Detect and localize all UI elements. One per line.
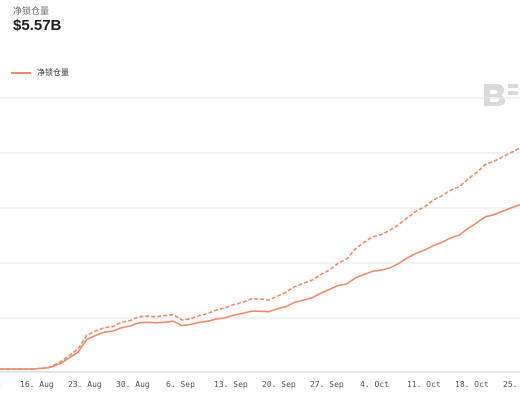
x-tick-label: 16. Aug bbox=[20, 380, 54, 389]
metric-label: 净锁仓量 bbox=[13, 6, 50, 16]
legend-swatch bbox=[11, 71, 31, 74]
x-axis-ticks: g 16. Aug 23. Aug 30. Aug 6. Sep 13. Sep 20. S… bbox=[0, 380, 517, 389]
series-line-solid[interactable] bbox=[0, 203, 520, 370]
x-tick-label: 11. Oct bbox=[407, 380, 441, 389]
x-tick-label: 23. Aug bbox=[68, 380, 102, 389]
x-tick-label: 25. bbox=[503, 380, 517, 389]
series-line-dashed[interactable] bbox=[0, 147, 520, 370]
brand-logo-icon bbox=[482, 82, 518, 113]
x-tick-label: 18. Oct bbox=[455, 380, 489, 389]
x-tick-label: g bbox=[0, 380, 1, 389]
x-tick-label: 30. Aug bbox=[116, 380, 150, 389]
x-tick-label: 27. Sep bbox=[310, 380, 344, 389]
legend-label[interactable]: 净锁仓量 bbox=[37, 68, 69, 77]
x-tick-label: 4. Oct bbox=[360, 380, 389, 389]
chart-series bbox=[0, 147, 520, 370]
chart-legend[interactable]: 净锁仓量 bbox=[11, 67, 69, 78]
x-tick-label: 20. Sep bbox=[262, 380, 296, 389]
x-tick-label: 13. Sep bbox=[214, 380, 248, 389]
metric-header: 净锁仓量 $5.57B bbox=[13, 5, 61, 35]
metric-value: $5.57B bbox=[13, 17, 62, 34]
x-tick-label: 6. Sep bbox=[166, 380, 195, 389]
chart-gridlines bbox=[0, 97, 520, 373]
